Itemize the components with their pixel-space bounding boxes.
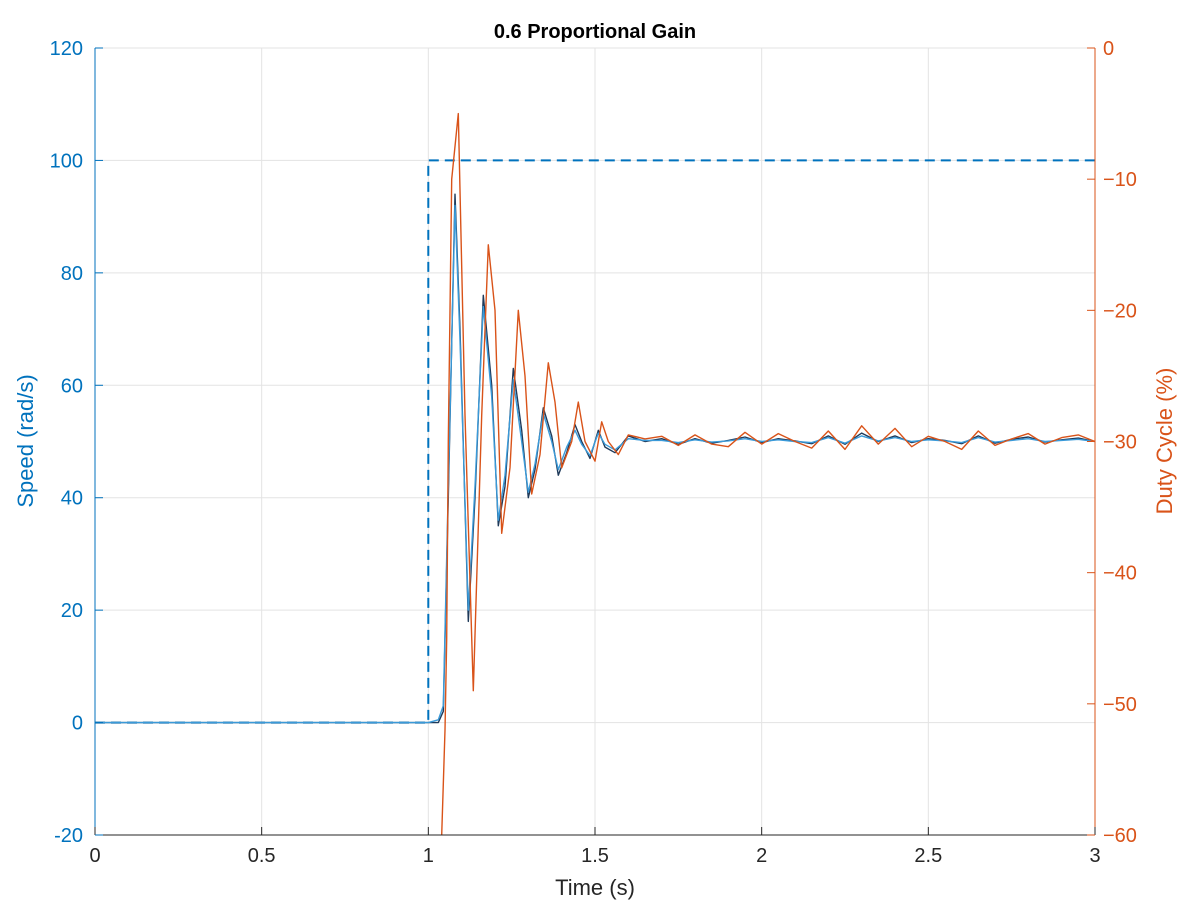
y-left-tick-label-1: 0	[72, 713, 83, 735]
x-tick-label-3: 1.5	[581, 845, 609, 867]
y-left-tick-label-4: 60	[61, 375, 83, 397]
series-line-3	[441, 112, 1096, 836]
y-right-tick-label-2: −40	[1103, 563, 1137, 585]
y-left-tick-label-2: 20	[61, 600, 83, 622]
series-line-0	[95, 159, 1095, 724]
y-left-tick-label-3: 40	[61, 488, 83, 510]
y-right-tick-label-6: 0	[1103, 38, 1114, 60]
x-tick-label-0: 0	[89, 845, 100, 867]
y-left-tick-label-5: 80	[61, 263, 83, 285]
y-right-tick-label-0: −60	[1103, 825, 1137, 847]
y-axis-left-label: Speed (rad/s)	[13, 374, 38, 507]
chart-title: 0.6 Proportional Gain	[494, 21, 696, 43]
x-tick-label-6: 3	[1089, 845, 1100, 867]
x-axis-label: Time (s)	[555, 875, 635, 900]
y-right-tick-label-4: −20	[1103, 300, 1137, 322]
y-left-tick-label-0: -20	[54, 825, 83, 847]
x-tick-label-1: 0.5	[248, 845, 276, 867]
y-right-tick-label-3: −30	[1103, 432, 1137, 454]
x-tick-label-2: 1	[423, 845, 434, 867]
series-layer	[95, 112, 1096, 836]
y-left-tick-label-6: 100	[50, 150, 83, 172]
y-right-tick-label-1: −50	[1103, 694, 1137, 716]
y-left-tick-label-7: 120	[50, 38, 83, 60]
y-right-tick-label-5: −10	[1103, 169, 1137, 191]
y-axis-right-label: Duty Cycle (%)	[1152, 368, 1177, 515]
x-tick-label-4: 2	[756, 845, 767, 867]
x-tick-label-5: 2.5	[914, 845, 942, 867]
ticks-layer: 0 0.5 1 1.5 2 2.5 3 -20 0 20 40 60 80 100 120 −60 −50 −40…	[50, 38, 1137, 867]
